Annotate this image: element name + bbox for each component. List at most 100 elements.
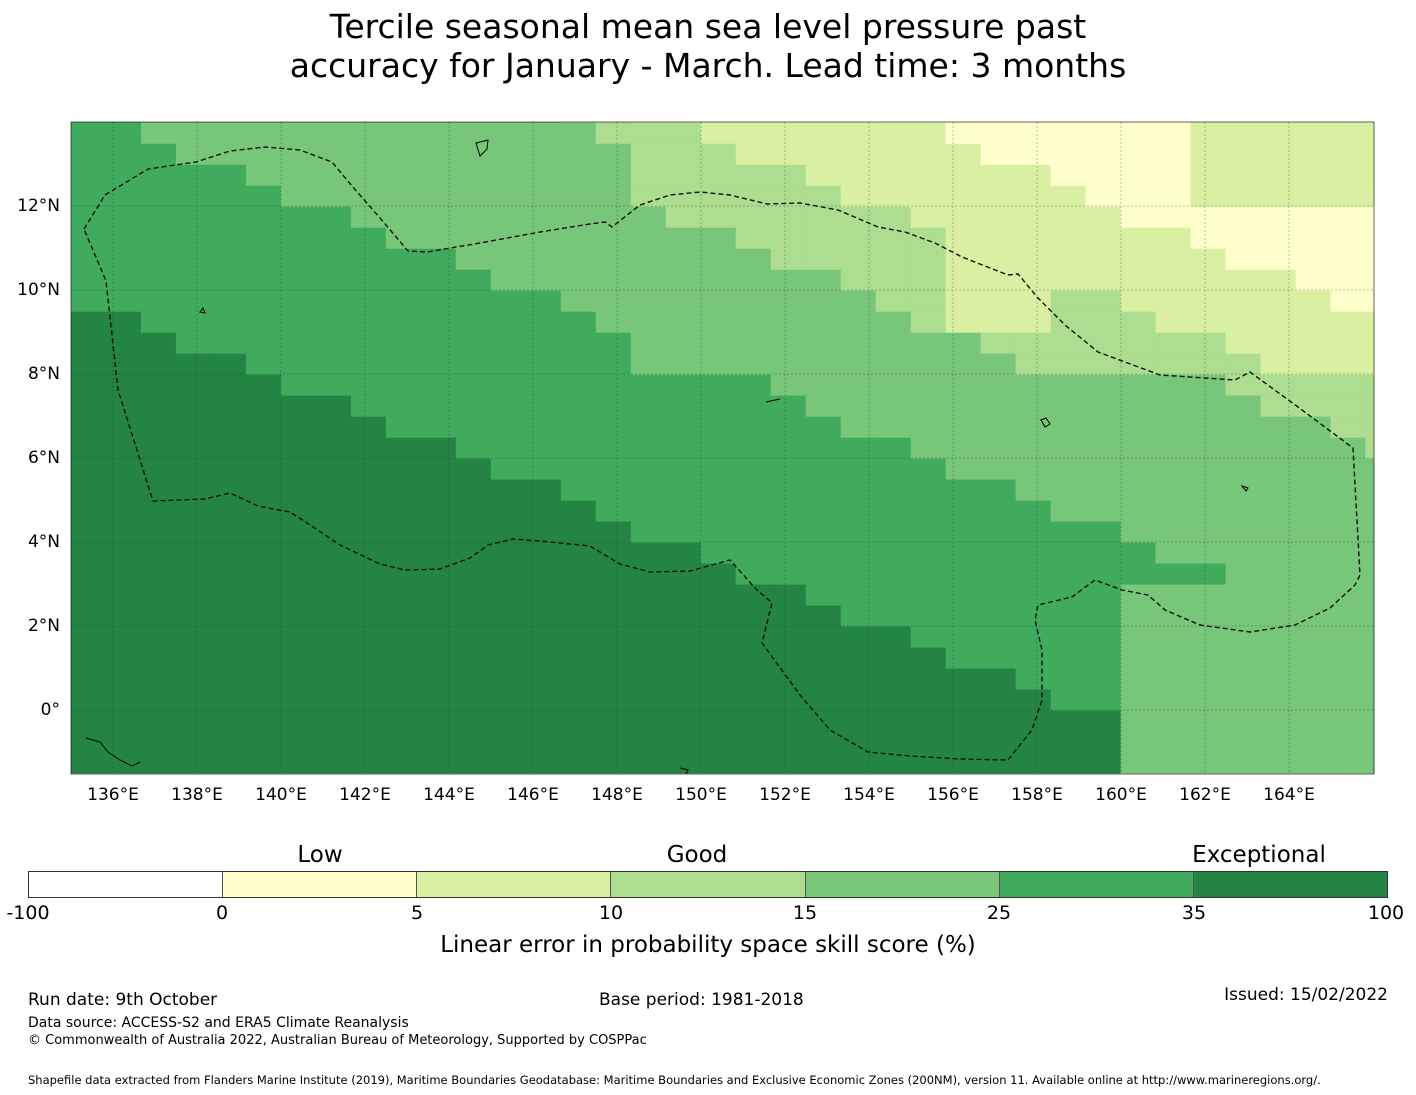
skill-cell — [1260, 731, 1297, 753]
skill-cell — [840, 248, 877, 270]
skill-cell — [595, 752, 632, 774]
skill-cell — [560, 458, 597, 480]
skill-cell — [140, 668, 177, 690]
skill-cell — [350, 311, 387, 333]
skill-cell — [1085, 248, 1122, 270]
skill-cell — [1155, 479, 1192, 501]
skill-cell — [875, 752, 912, 774]
skill-cell — [140, 416, 177, 438]
skill-cell — [1225, 227, 1262, 249]
skill-cell — [525, 290, 562, 312]
skill-cell — [1120, 584, 1157, 606]
skill-cell — [980, 164, 1017, 186]
skill-cell — [630, 605, 667, 627]
skill-cell — [1050, 353, 1087, 375]
skill-cell — [420, 248, 457, 270]
skill-cell — [700, 374, 737, 396]
skill-cell — [1260, 164, 1297, 186]
skill-cell — [1365, 164, 1375, 186]
skill-cell — [1050, 626, 1087, 648]
skill-cell — [980, 605, 1017, 627]
skill-cell — [1120, 122, 1157, 123]
skill-cell — [245, 542, 282, 564]
skill-cell — [140, 248, 177, 270]
skill-cell — [1015, 227, 1052, 249]
skill-cell — [1155, 647, 1192, 669]
skill-cell — [630, 626, 667, 648]
skill-cell — [350, 143, 387, 165]
skill-cell — [840, 122, 877, 144]
skill-cell — [630, 332, 667, 354]
skill-cell — [805, 458, 842, 480]
skill-cell — [210, 311, 247, 333]
skill-cell — [1365, 542, 1375, 564]
lon-tick: 154°E — [843, 785, 895, 805]
skill-cell — [1015, 542, 1052, 564]
skill-cell — [770, 689, 807, 711]
skill-cell — [1085, 689, 1122, 711]
skill-cell — [280, 290, 317, 312]
skill-cell — [490, 584, 527, 606]
skill-cell — [910, 269, 947, 291]
skill-cell — [840, 668, 877, 690]
skill-cell — [665, 626, 702, 648]
skill-cell — [980, 269, 1017, 291]
skill-cell — [385, 605, 422, 627]
skill-cell — [1330, 248, 1366, 270]
skill-cell — [175, 668, 212, 690]
skill-cell — [280, 731, 317, 753]
skill-cell — [175, 479, 212, 501]
skill-cell — [385, 353, 422, 375]
skill-cell — [770, 458, 807, 480]
skill-cell — [280, 437, 317, 459]
skill-cell — [805, 668, 842, 690]
skill-cell — [455, 395, 492, 417]
skill-cell — [210, 374, 247, 396]
skill-cell — [945, 353, 982, 375]
skill-cell — [175, 752, 212, 774]
skill-cell — [210, 290, 247, 312]
skill-cell — [525, 374, 562, 396]
skill-cell — [560, 143, 597, 165]
skill-cell — [805, 563, 842, 585]
skill-cell — [525, 458, 562, 480]
skill-cell — [1365, 143, 1375, 165]
skill-cell — [385, 521, 422, 543]
skill-cell — [385, 332, 422, 354]
skill-cell — [490, 731, 527, 753]
skill-cell — [1260, 752, 1297, 774]
skill-cell — [805, 122, 842, 144]
skill-cell — [1365, 374, 1375, 396]
skill-cell — [175, 374, 212, 396]
skill-cell — [175, 185, 212, 207]
skill-cell — [630, 416, 667, 438]
skill-cell — [1155, 710, 1192, 732]
skill-cell — [1190, 290, 1227, 312]
skill-cell — [560, 269, 597, 291]
skill-cell — [945, 605, 982, 627]
skill-cell — [1330, 752, 1366, 774]
skill-cell — [1365, 395, 1375, 417]
skill-cell — [980, 689, 1017, 711]
skill-cell — [735, 122, 772, 123]
skill-cell — [1015, 605, 1052, 627]
colorbar-swatch — [611, 872, 806, 897]
skill-cell — [1050, 416, 1087, 438]
skill-cell — [1365, 563, 1375, 585]
skill-cell — [105, 248, 142, 270]
skill-cell — [1120, 752, 1157, 774]
skill-cell — [71, 143, 107, 165]
skill-cell — [1225, 206, 1262, 228]
skill-cell — [490, 479, 527, 501]
skill-cell — [1050, 563, 1087, 585]
skill-cell — [840, 731, 877, 753]
skill-cell — [875, 290, 912, 312]
colorbar-label: Linear error in probability space skill … — [440, 932, 976, 958]
skill-cell — [210, 332, 247, 354]
skill-cell — [840, 626, 877, 648]
skill-cell — [350, 458, 387, 480]
skill-cell — [630, 668, 667, 690]
skill-cell — [1365, 710, 1375, 732]
skill-cell — [735, 668, 772, 690]
skill-cell — [840, 227, 877, 249]
